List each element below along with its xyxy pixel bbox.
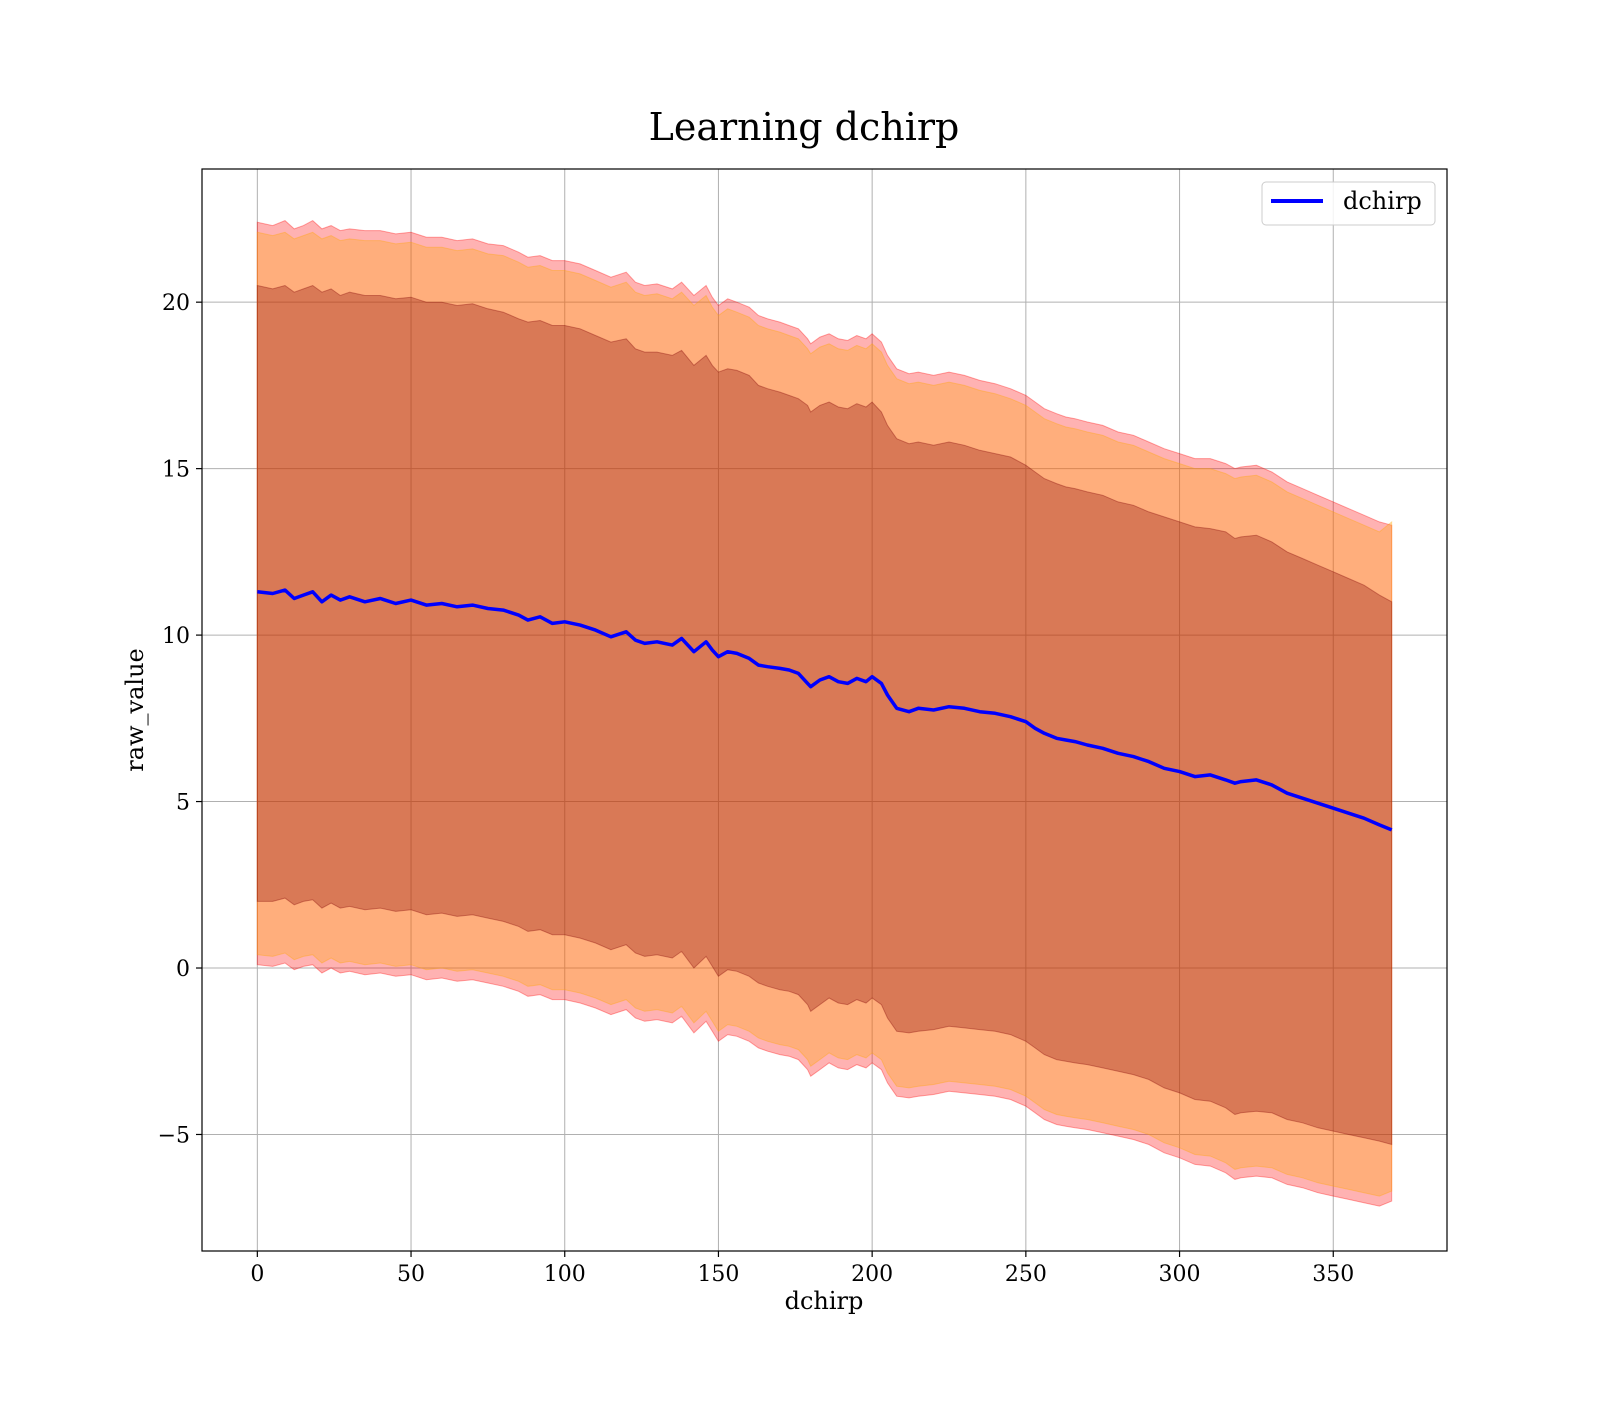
x-axis-label: dchirp [785,1287,864,1315]
confidence-bands [256,219,1393,1207]
outer-band [256,219,1393,1207]
x-tick-label: 100 [544,1262,586,1287]
middle-band [256,231,1393,1197]
y-tick-label: 20 [162,291,190,316]
x-tick-label: 300 [1159,1262,1201,1287]
series-layer [257,588,1393,832]
plot-frame [201,168,1448,1252]
x-tick-label: 50 [397,1262,425,1287]
x-tick-label: 200 [851,1262,893,1287]
legend-box [1261,181,1436,226]
grid [202,169,1447,1251]
inner-band [256,284,1393,1146]
legend: dchirp [1261,181,1436,226]
y-tick-label: −5 [158,1123,190,1148]
x-tick-label: 350 [1312,1262,1354,1287]
y-tick-label: 15 [162,458,190,483]
legend-label-dchirp: dchirp [1343,187,1422,215]
x-tick-label: 250 [1005,1262,1047,1287]
y-tick-label: 0 [176,957,190,982]
x-tick-label: 150 [697,1262,739,1287]
ticks: 0 50 100 150 200 250 300 350 −5 0 5 10 15 20 [158,291,1355,1287]
x-tick-label: 0 [250,1262,264,1287]
series-line-dchirp [257,588,1393,832]
y-axis-label: raw_value [121,648,149,772]
y-tick-label: 5 [176,791,190,816]
y-tick-label: 10 [162,624,190,649]
chart-title: Learning dchirp [649,105,960,149]
